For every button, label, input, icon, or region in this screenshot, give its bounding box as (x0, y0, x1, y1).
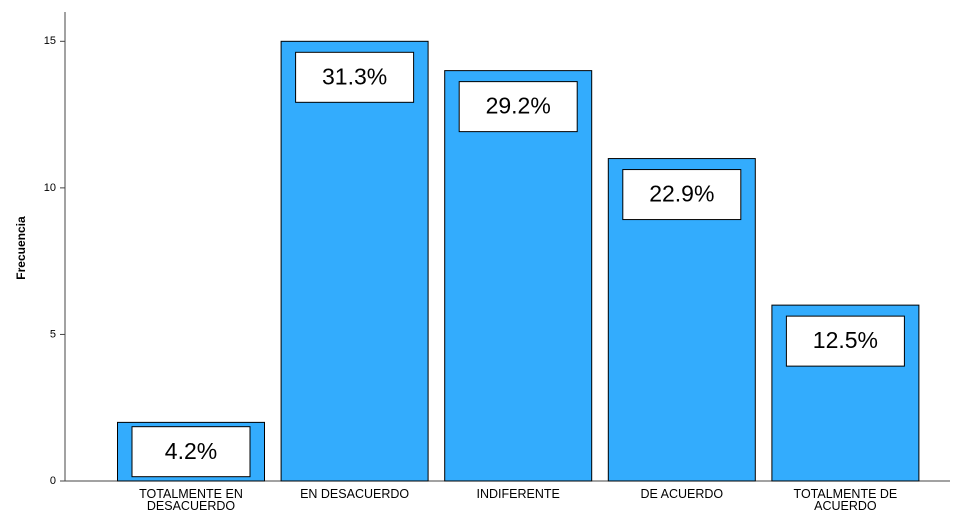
y-axis-label: Frecuencia (14, 216, 28, 280)
y-tick-label: 15 (44, 35, 56, 47)
data-label: 12.5% (813, 327, 878, 353)
label-box (295, 51, 415, 103)
data-label: 4.2% (165, 438, 217, 464)
bar (444, 70, 593, 482)
data-label: 31.3% (322, 63, 387, 89)
x-tick-label: DE ACUERDO (640, 487, 724, 501)
data-label: 22.9% (649, 181, 714, 207)
x-tick-label: INDIFERENTE (476, 487, 560, 501)
label-box (785, 315, 905, 367)
y-tick-label: 0 (50, 475, 56, 487)
data-label: 29.2% (486, 93, 551, 119)
x-tick-label: EN DESACUERDO (300, 487, 410, 501)
x-tick-label: TOTALMENTE DE ACUERDO (793, 487, 898, 513)
x-tick-label: TOTALMENTE EN DESACUERDO (139, 487, 243, 513)
label-box (458, 81, 578, 133)
y-tick-label: 5 (50, 328, 56, 340)
y-tick-label: 10 (44, 182, 56, 194)
bar (280, 40, 429, 482)
label-box (131, 426, 251, 478)
label-box (622, 169, 742, 221)
